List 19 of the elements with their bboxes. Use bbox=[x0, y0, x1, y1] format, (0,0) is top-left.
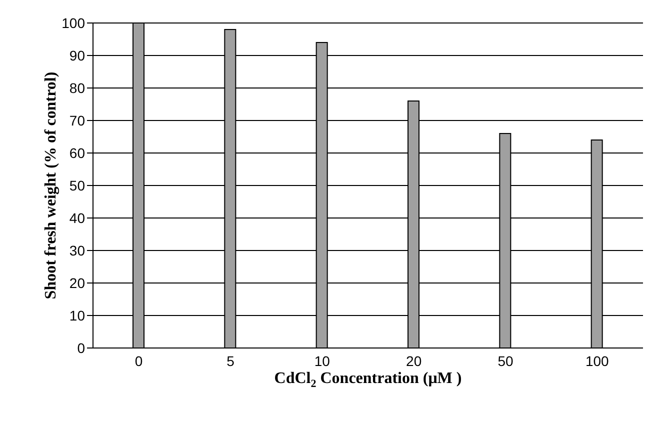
x-axis-title: CdCl$_{2}$ Concentration (μM ) bbox=[274, 370, 462, 390]
x-tick-label: 0 bbox=[134, 352, 143, 369]
x-tick-label: 20 bbox=[406, 352, 422, 369]
x-tick-label: 50 bbox=[498, 352, 514, 369]
y-tick-label: 20 bbox=[69, 274, 86, 291]
y-tick-label: 70 bbox=[69, 112, 86, 128]
y-tick-label: 40 bbox=[69, 210, 86, 226]
y-tick-label: 90 bbox=[69, 47, 86, 64]
x-tick-label: 100 bbox=[585, 352, 610, 369]
y-tick-label: 0 bbox=[77, 340, 86, 356]
y-axis-title: Shoot fresh weight (% of control) bbox=[42, 72, 59, 300]
y-tick-label: 10 bbox=[69, 307, 86, 324]
y-tick-label: 60 bbox=[69, 144, 86, 161]
y-tick-label: 50 bbox=[69, 177, 86, 194]
y-tick-label: 30 bbox=[69, 242, 86, 258]
x-tick-label: 5 bbox=[226, 352, 235, 369]
x-tick-label: 10 bbox=[314, 352, 330, 369]
y-tick-label: 80 bbox=[69, 80, 86, 96]
y-tick-label: 100 bbox=[62, 14, 86, 31]
